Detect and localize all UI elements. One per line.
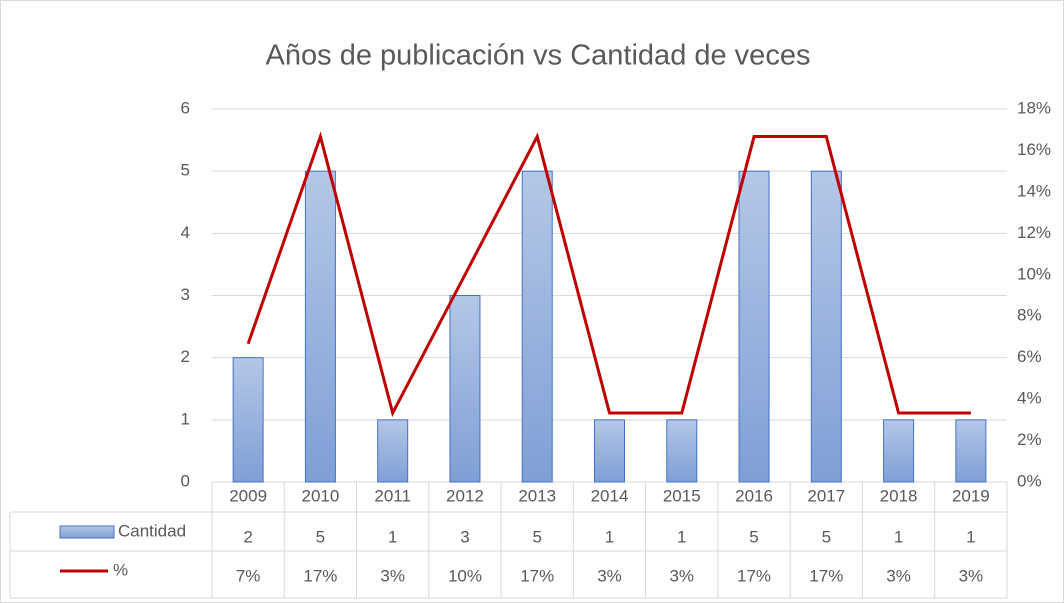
y-tick-label: 5 <box>181 161 190 180</box>
table-value: 17% <box>737 566 771 585</box>
y2-tick-label: 10% <box>1017 264 1051 283</box>
x-tick-label: 2019 <box>952 486 990 505</box>
bar <box>810 170 842 483</box>
table-value: 5 <box>822 527 831 546</box>
bar <box>232 357 264 483</box>
table-value: 2 <box>243 527 252 546</box>
bar <box>377 419 409 483</box>
legend-label: % <box>113 560 128 579</box>
legend-key <box>59 525 115 539</box>
table-value: 17% <box>809 566 843 585</box>
x-tick-label: 2015 <box>663 486 701 505</box>
bar <box>304 170 336 483</box>
x-tick-label: 2011 <box>374 486 411 505</box>
table-value: 5 <box>316 527 325 546</box>
bar <box>666 419 698 483</box>
table-value: 3 <box>460 527 469 546</box>
table-value: 7% <box>236 566 261 585</box>
table-value: 5 <box>532 527 541 546</box>
x-tick-label: 2009 <box>229 486 267 505</box>
y-tick-label: 4 <box>181 223 190 242</box>
y-tick-label: 6 <box>181 98 190 117</box>
table-value: 1 <box>605 527 614 546</box>
bar <box>955 419 987 483</box>
bar <box>521 170 553 483</box>
table-value: 1 <box>966 527 975 546</box>
y2-tick-label: 18% <box>1017 98 1051 117</box>
table-value: 10% <box>448 566 482 585</box>
x-tick-label: 2018 <box>880 486 918 505</box>
x-tick-label: 2013 <box>518 486 556 505</box>
y2-tick-label: 0% <box>1017 471 1042 490</box>
table-value: 1 <box>677 527 686 546</box>
legend-label: Cantidad <box>118 521 186 540</box>
table-value: 1 <box>894 527 903 546</box>
x-tick-label: 2012 <box>446 486 484 505</box>
table-value: 5 <box>749 527 758 546</box>
table-value: 17% <box>520 566 554 585</box>
x-tick-label: 2016 <box>735 486 773 505</box>
table-value: 1 <box>388 527 397 546</box>
x-tick-label: 2014 <box>591 486 629 505</box>
bar <box>738 170 770 483</box>
table-value: 3% <box>597 566 622 585</box>
y2-tick-label: 2% <box>1017 430 1042 449</box>
y-tick-label: 2 <box>181 347 190 366</box>
y2-tick-label: 6% <box>1017 347 1042 366</box>
line <box>246 131 971 418</box>
table-value: 3% <box>959 566 984 585</box>
bar <box>449 295 481 483</box>
bar <box>594 419 625 483</box>
y2-tick-label: 12% <box>1017 223 1051 242</box>
table-value: 3% <box>669 566 694 585</box>
y-tick-label: 0 <box>181 471 190 490</box>
table-value: 3% <box>886 566 911 585</box>
y-tick-label: 3 <box>181 285 190 304</box>
y2-tick-label: 16% <box>1017 140 1051 159</box>
y2-tick-label: 14% <box>1017 181 1051 200</box>
x-tick-label: 2010 <box>301 486 339 505</box>
bar <box>883 419 915 483</box>
y2-tick-label: 4% <box>1017 389 1042 408</box>
x-tick-label: 2017 <box>807 486 845 505</box>
table-value: 17% <box>303 566 337 585</box>
y2-tick-label: 8% <box>1017 306 1042 325</box>
chart-title: Años de publicación vs Cantidad de veces <box>266 40 811 72</box>
y-tick-label: 1 <box>181 409 190 428</box>
table-value: 3% <box>380 566 405 585</box>
